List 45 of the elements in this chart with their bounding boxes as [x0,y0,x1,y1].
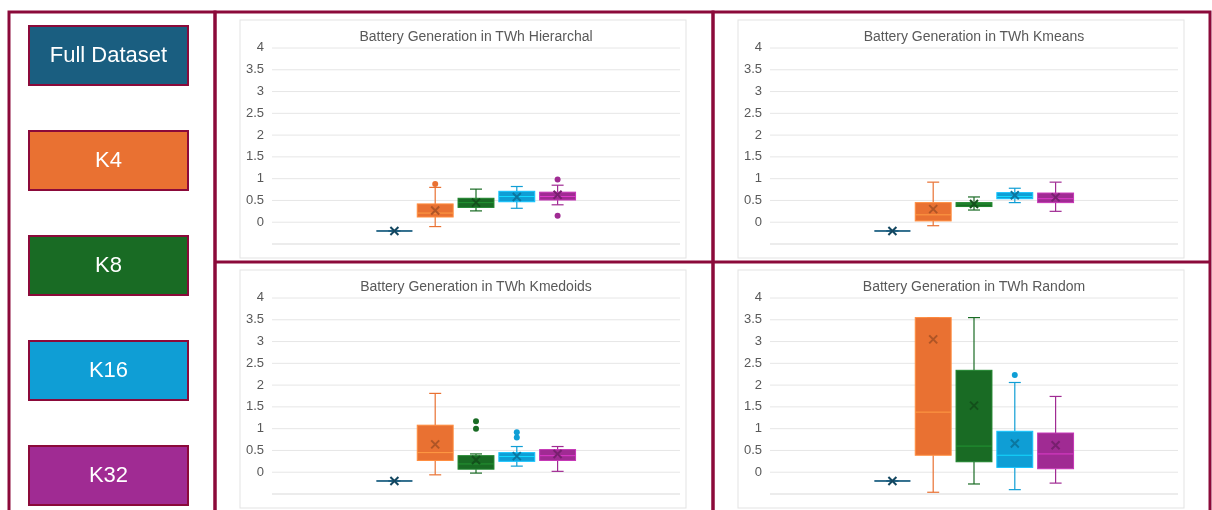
y-tick-label: 0 [256,213,264,229]
y-tick-label: 0.5 [743,441,762,457]
y-tick-label: 1.5 [743,398,762,414]
y-tick-label: 3.5 [245,311,264,327]
y-tick-label: 2.5 [245,354,264,370]
y-tick-label: 0 [754,463,762,479]
y-tick-label: 3.5 [245,61,264,77]
y-tick-label: 4 [256,39,264,55]
y-tick-label: 3.5 [743,61,762,77]
text: K32 [88,461,129,487]
y-tick-label: 3 [256,332,264,348]
text: K16 [88,356,129,382]
text: K4 [95,146,122,172]
y-tick-label: 1 [256,420,264,436]
y-tick-label: 1 [754,170,762,186]
y-tick-label: 2 [754,126,762,142]
chart-title: Battery Generation in TWh Hierarchal [359,28,593,44]
y-tick-label: 2 [754,376,762,392]
y-tick-label: 4 [256,289,264,305]
y-tick-label: 0 [256,463,264,479]
y-tick-label: 1.5 [245,148,264,164]
y-tick-label: 1.5 [743,148,762,164]
y-tick-label: 2.5 [743,354,762,370]
chart-title: Battery Generation in TWh Kmedoids [360,278,592,294]
y-tick-label: 0 [754,213,762,229]
chart-title: Battery Generation in TWh Random [862,278,1086,294]
y-tick-label: 4 [754,289,762,305]
y-tick-label: 3.5 [743,311,762,327]
y-tick-label: 1 [256,170,264,186]
text: K8 [95,251,122,277]
y-tick-label: 3 [256,82,264,98]
y-tick-label: 0.5 [743,191,762,207]
y-tick-label: 0.5 [245,441,264,457]
y-tick-label: 1.5 [245,398,264,414]
y-tick-label: 2.5 [245,104,264,120]
y-tick-label: 1 [754,420,762,436]
y-tick-label: 3 [754,82,762,98]
y-tick-label: 3 [754,332,762,348]
y-tick-label: 2 [256,376,264,392]
y-tick-label: 2 [256,126,264,142]
y-tick-label: 0.5 [245,191,264,207]
chart-title: Battery Generation in TWh Kmeans [863,28,1085,44]
y-tick-label: 2.5 [743,104,762,120]
y-tick-label: 4 [754,39,762,55]
text: Full Dataset [49,41,168,67]
